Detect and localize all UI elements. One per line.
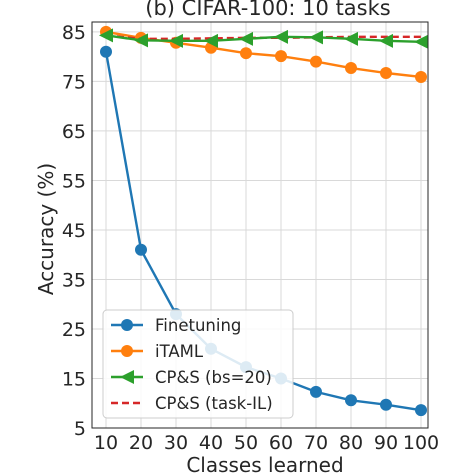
data-point [134,33,148,48]
x-tick-label: 100 [403,432,439,454]
legend-marker [121,319,133,331]
legend-item: CP&S (bs=20) [111,368,272,387]
legend-label: CP&S (task-IL) [155,394,273,413]
x-tick-label: 40 [199,432,223,454]
legend-item: Finetuning [111,316,241,335]
data-point [380,398,392,411]
data-point [310,55,322,68]
data-point [135,243,147,256]
legend-marker [120,370,134,384]
data-point [414,34,428,49]
data-point [239,31,253,46]
series-line [105,34,422,44]
data-point [100,45,112,58]
x-tick-label: 70 [304,432,328,454]
data-point [204,33,218,48]
x-tick-label: 10 [94,432,118,454]
legend-item: CP&S (task-IL) [111,394,273,413]
x-tick-label: 20 [129,432,153,454]
y-tick-label: 75 [62,71,86,93]
data-point [310,385,322,398]
y-axis-title: Accuracy (%) [34,163,58,295]
y-tick-label: 35 [62,269,86,291]
y-tick-label: 25 [62,319,86,341]
legend: Finetuning iTAML CP&S (bs=20) CP&S (task-IL… [102,309,294,419]
tick-labels: 10 20 30 40 50 60 70 80 90 100 5 15 25 35 45 55 65 75 85 [62,22,439,454]
series-layer [99,25,428,417]
data-point [380,66,392,79]
data-point [344,31,358,46]
legend-label: CP&S (bs=20) [155,368,272,387]
legend-item: iTAML [111,342,204,361]
data-point [309,30,323,45]
plot-frame [91,21,429,429]
legend-label: Finetuning [155,316,241,335]
data-point [415,404,427,417]
data-point [169,33,183,48]
x-tick-label: 50 [234,432,258,454]
data-point [345,62,357,75]
data-point [345,394,357,407]
y-tick-label: 55 [62,170,86,192]
x-tick-label: 60 [269,432,293,454]
chart-title: (b) CIFAR-100: 10 tasks [145,0,390,20]
x-tick-label: 90 [374,432,398,454]
y-tick-label: 15 [62,368,86,390]
x-tick-label: 80 [339,432,363,454]
y-tick-label: 85 [62,22,86,44]
data-point [275,50,287,63]
x-tick-label: 30 [164,432,188,454]
data-point [240,47,252,60]
data-point [415,70,427,83]
y-tick-label: 65 [62,121,86,143]
legend-box [102,309,294,419]
data-point [379,33,393,48]
data-point [274,29,288,44]
data-point [99,28,113,43]
series-cp-s-bs-20 [99,28,428,49]
legend-label: iTAML [155,342,204,361]
legend-marker [121,345,133,357]
y-tick-label: 45 [62,220,86,242]
x-axis-title: Classes learned [186,453,343,474]
y-tick-label: 5 [74,418,86,440]
